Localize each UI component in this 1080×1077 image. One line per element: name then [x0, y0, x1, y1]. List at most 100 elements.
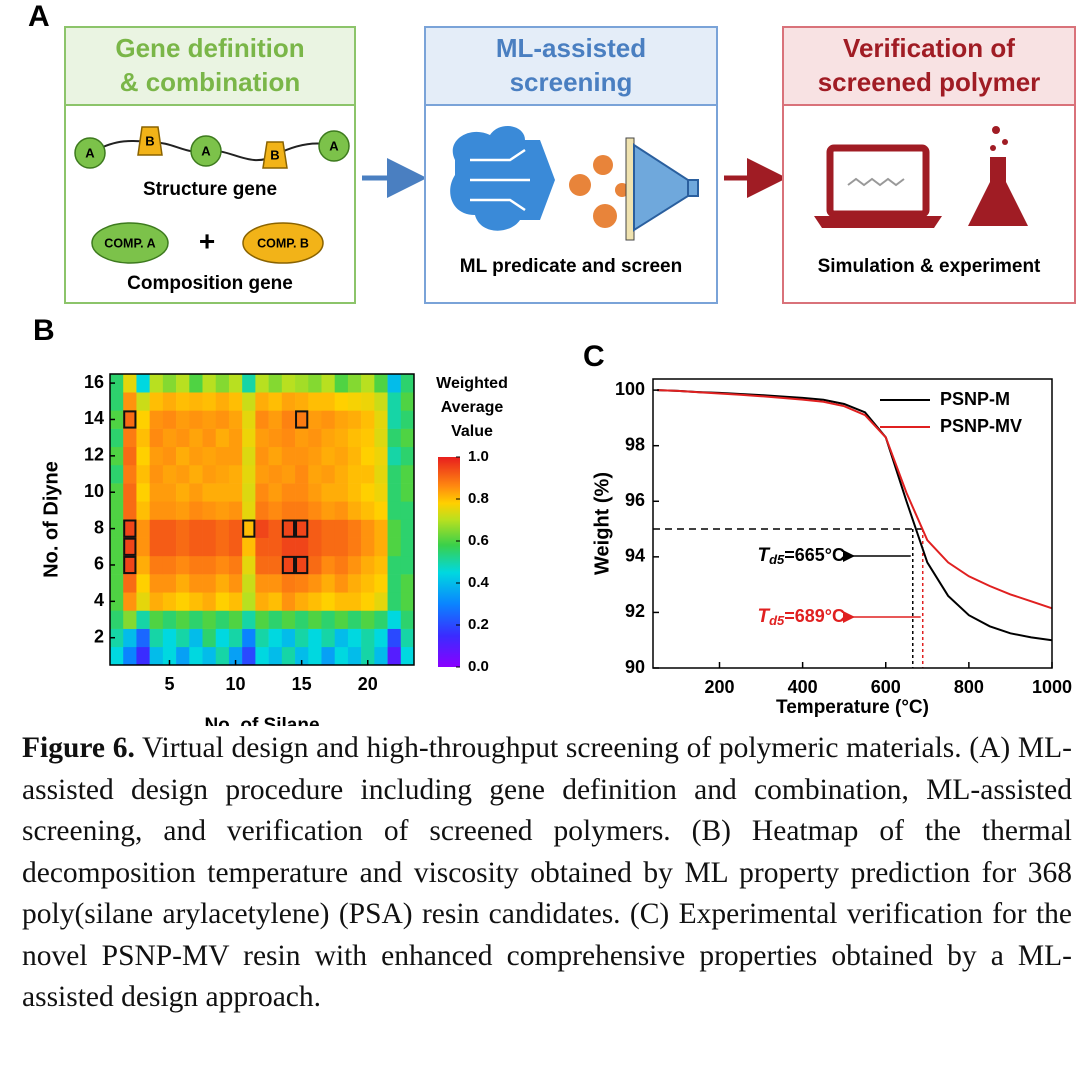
colorbar-title: Average — [441, 399, 504, 416]
heat-cell — [189, 519, 203, 538]
comp-label: COMP. B — [257, 236, 309, 250]
heat-cell — [202, 592, 217, 611]
heat-cell — [149, 628, 164, 648]
heat-cell — [321, 537, 335, 557]
heat-cell — [268, 464, 283, 484]
heat-cell — [387, 374, 402, 393]
colorbar-tick-label: 0.4 — [468, 574, 490, 591]
heat-cell — [176, 374, 190, 393]
heat-cell — [268, 483, 283, 502]
heat-cell — [321, 410, 335, 429]
heat-cell — [281, 537, 296, 557]
heat-cell — [281, 574, 296, 593]
heat-cell — [242, 574, 256, 593]
heat-cell — [228, 410, 243, 429]
heat-cell — [361, 501, 375, 520]
heat-cell — [308, 519, 322, 538]
colorbar-tick-label: 0.6 — [468, 532, 489, 549]
heat-cell — [176, 610, 190, 629]
heat-cell — [176, 555, 190, 575]
box-title: Gene definition — [115, 33, 304, 63]
heat-cell — [176, 519, 190, 538]
heat-cell — [189, 428, 203, 448]
heat-cell — [255, 628, 269, 648]
heat-cell — [162, 592, 177, 611]
colorbar-tick-label: 0.2 — [468, 616, 489, 633]
heat-cell — [281, 464, 296, 484]
heat-cell — [268, 446, 283, 466]
heat-cell — [176, 592, 190, 611]
heat-cell — [387, 537, 402, 557]
heat-cell — [334, 428, 349, 448]
heat-cell — [255, 410, 269, 429]
heat-cell — [242, 610, 256, 629]
heat-cell — [189, 446, 203, 466]
heat-cell — [228, 610, 243, 629]
heat-cell — [123, 374, 137, 393]
heat-cell — [176, 501, 190, 520]
heat-cell — [123, 555, 137, 575]
heat-cell — [176, 483, 190, 502]
heat-cell — [228, 446, 243, 466]
heat-cell — [202, 483, 217, 502]
heat-cell — [374, 374, 388, 393]
heat-cell — [162, 555, 177, 575]
heat-cell — [387, 446, 402, 466]
heat-cell — [295, 519, 309, 538]
box-label: Simulation & experiment — [818, 256, 1041, 277]
heat-cell — [334, 483, 349, 502]
heat-cell — [361, 592, 375, 611]
heat-cell — [321, 592, 335, 611]
heat-cell — [176, 646, 190, 666]
heat-cell — [308, 392, 322, 411]
heat-cell — [123, 464, 137, 484]
heat-cell — [202, 574, 217, 593]
heat-cell — [281, 610, 296, 629]
box-title: & combination — [120, 67, 301, 97]
heat-cell — [374, 483, 388, 502]
heat-cell — [347, 374, 362, 393]
highlight-box — [242, 519, 256, 538]
heat-cell — [136, 446, 150, 466]
heat-cell — [215, 464, 230, 484]
heat-cell — [281, 428, 296, 448]
axes-frame — [652, 378, 1053, 669]
heat-cell — [228, 537, 243, 557]
heat-cell — [228, 428, 243, 448]
heat-cell — [242, 592, 256, 611]
heat-cell — [149, 483, 164, 502]
heat-cell — [321, 501, 335, 520]
heat-cell — [374, 628, 388, 648]
heat-cell — [110, 519, 124, 538]
heat-cell — [242, 646, 256, 666]
heat-cell — [321, 428, 335, 448]
heat-cell — [149, 428, 164, 448]
heat-cell — [281, 628, 296, 648]
y-tick-label: 96 — [625, 490, 645, 510]
heat-cell — [347, 519, 362, 538]
heat-cell — [347, 610, 362, 629]
heat-cell — [136, 410, 150, 429]
heat-cell — [110, 628, 124, 648]
heat-cell — [202, 410, 217, 429]
heat-cell — [255, 501, 269, 520]
heat-cell — [242, 374, 256, 393]
heat-cell — [400, 464, 415, 484]
annotation-symbol: T — [757, 606, 770, 627]
colorbar-tick-label: 0.0 — [468, 658, 489, 675]
legend-label: PSNP-MV — [940, 416, 1022, 436]
x-axis-label: Temperature (°C) — [776, 697, 929, 718]
heat-cell — [321, 483, 335, 502]
heat-cell — [123, 574, 137, 593]
heat-cell — [308, 446, 322, 466]
heat-cell — [242, 501, 256, 520]
heat-cell — [215, 555, 230, 575]
heat-cell — [321, 392, 335, 411]
heat-cell — [242, 483, 256, 502]
heat-cell — [110, 374, 124, 393]
heat-cell — [321, 519, 335, 538]
heat-cell — [321, 574, 335, 593]
heat-cell — [295, 392, 309, 411]
heat-cell — [215, 428, 230, 448]
